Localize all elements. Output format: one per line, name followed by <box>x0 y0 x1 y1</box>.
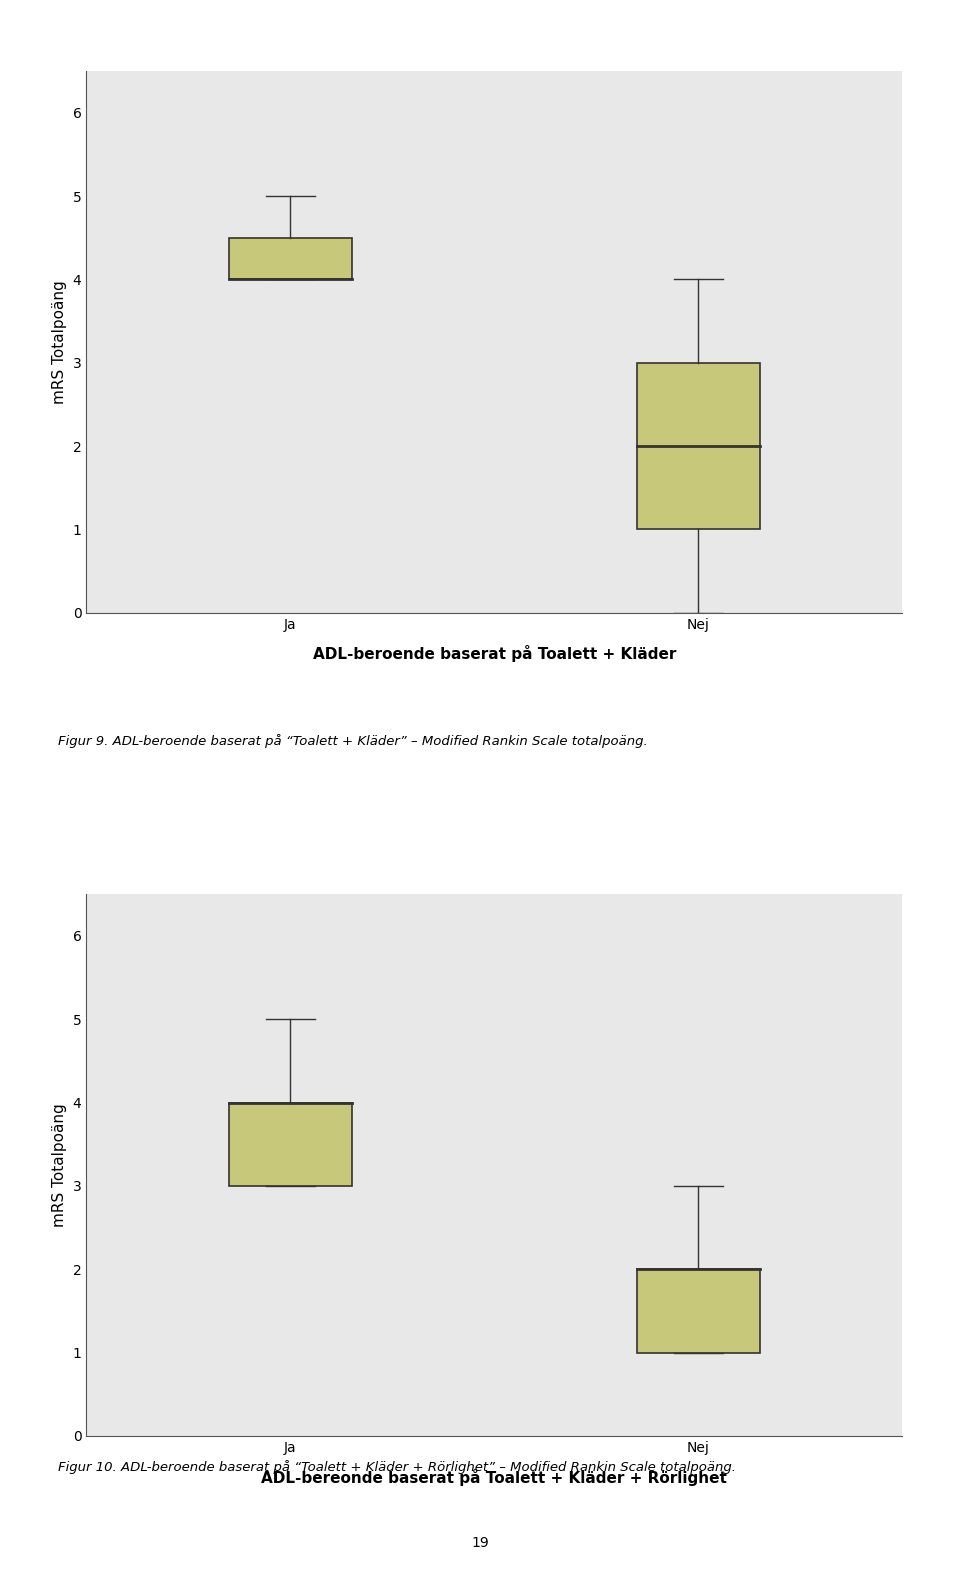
Y-axis label: mRS Totalpoäng: mRS Totalpoäng <box>52 1103 67 1228</box>
FancyBboxPatch shape <box>637 1269 759 1352</box>
X-axis label: ADL-bereonde baserat på Toalett + Kläder + Rörlighet: ADL-bereonde baserat på Toalett + Kläder… <box>261 1469 728 1486</box>
Text: 19: 19 <box>471 1535 489 1550</box>
Text: Figur 9. ADL-beroende baserat på “Toalett + Kläder” – Modified Rankin Scale tota: Figur 9. ADL-beroende baserat på “Toalet… <box>58 734 647 748</box>
FancyBboxPatch shape <box>229 1103 351 1187</box>
Text: Figur 10. ADL-beroende baserat på “Toalett + Kläder + Rörlighet” – Modified Rank: Figur 10. ADL-beroende baserat på “Toale… <box>58 1460 735 1474</box>
FancyBboxPatch shape <box>229 238 351 279</box>
Y-axis label: mRS Totalpoäng: mRS Totalpoäng <box>52 279 67 404</box>
FancyBboxPatch shape <box>637 363 759 529</box>
X-axis label: ADL-beroende baserat på Toalett + Kläder: ADL-beroende baserat på Toalett + Kläder <box>313 645 676 663</box>
